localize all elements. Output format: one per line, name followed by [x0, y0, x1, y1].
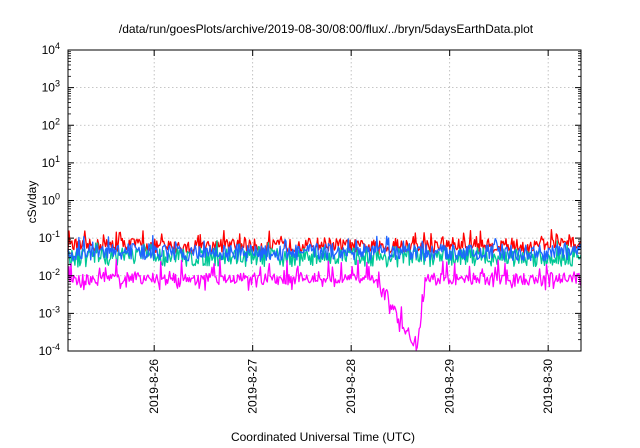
y-tick-labels: 10-4 10-3 10-2 10-1 100 101 102 103 104 — [39, 41, 60, 358]
chart-title: /data/run/goesPlots/archive/2019-08-30/0… — [119, 22, 534, 36]
grid-lines — [68, 49, 581, 352]
x-axis-label: Coordinated Universal Time (UTC) — [231, 430, 415, 444]
y-tick-label: 10-1 — [39, 229, 60, 245]
y-tick-label: 10-3 — [39, 304, 60, 320]
x-tick-label: 2019-8-30 — [541, 359, 555, 414]
data-series — [67, 229, 582, 351]
y-tick-label: 100 — [42, 192, 60, 208]
x-tick-label: 2019-8-29 — [443, 359, 457, 414]
axes — [67, 49, 582, 352]
series-line — [67, 234, 582, 262]
y-tick-label: 10-4 — [39, 342, 60, 358]
x-tick-labels: 2019-8-26 2019-8-27 2019-8-28 2019-8-29 2019… — [147, 359, 555, 414]
y-tick-label: 10-2 — [39, 267, 60, 283]
x-tick-label: 2019-8-28 — [344, 359, 358, 414]
y-tick-label: 102 — [42, 116, 60, 132]
x-tick-label: 2019-8-26 — [147, 359, 161, 414]
y-tick-label: 103 — [42, 79, 60, 95]
plot-frame — [67, 49, 582, 352]
y-tick-label: 101 — [42, 154, 60, 170]
y-axis-label: cSv/day — [25, 181, 39, 224]
series-line — [67, 258, 582, 351]
y-tick-label: 104 — [42, 41, 60, 57]
x-tick-label: 2019-8-27 — [246, 359, 260, 414]
